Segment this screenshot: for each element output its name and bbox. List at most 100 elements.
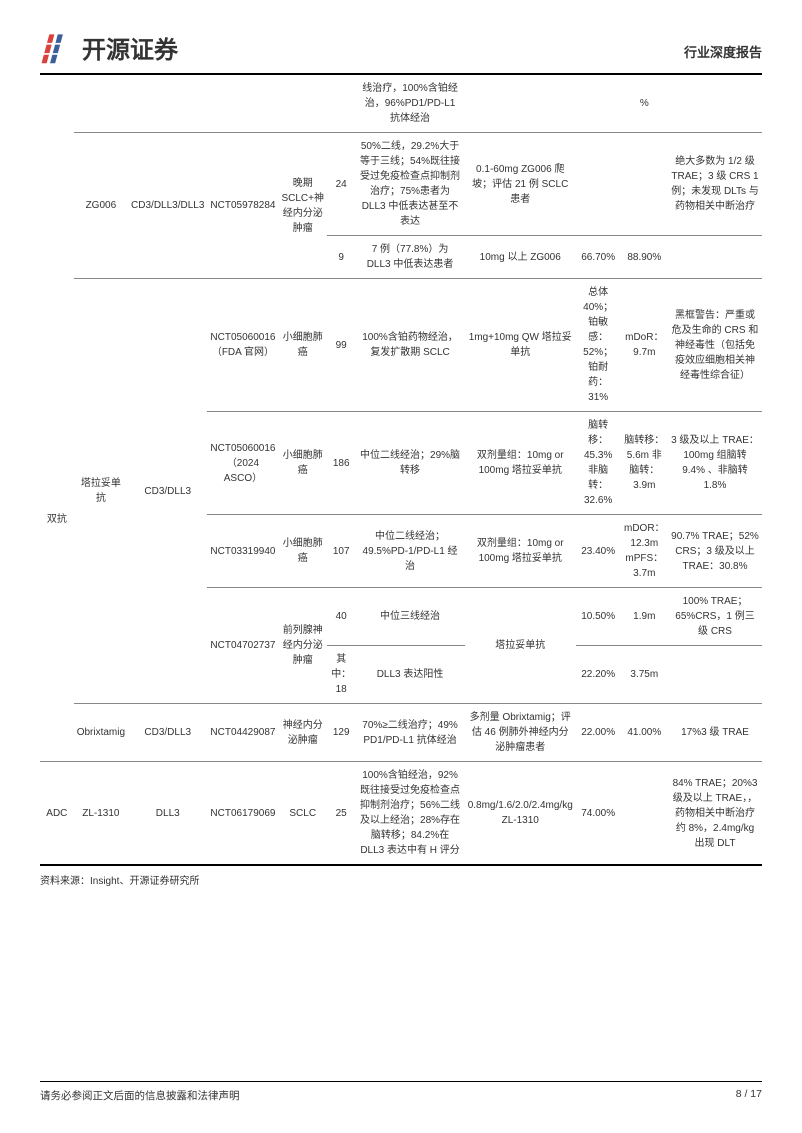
- cell-dcr: mDOR：12.3m mPFS：3.7m: [621, 515, 668, 588]
- cell-drug: 塔拉妥单抗: [74, 279, 128, 704]
- cell-safety: 90.7% TRAE；52% CRS；3 级及以上 TRAE：30.8%: [668, 515, 762, 588]
- cell-dose: 多剂量 Obrixtamig；评估 46 例肺外神经内分泌肿瘤患者: [465, 704, 576, 762]
- cell-orr: 总体 40%；铂敏感：52%；铂耐药：31%: [576, 279, 621, 412]
- cell-indication: [278, 75, 327, 133]
- cell-dcr: 41.00%: [621, 704, 668, 762]
- cell-orr: [576, 75, 621, 133]
- cell-category: ADC: [40, 762, 74, 866]
- cell-drug: ZG006: [74, 133, 128, 279]
- cell-nct: NCT05978284: [207, 133, 278, 279]
- cell-category: [40, 236, 74, 279]
- cell-indication: 小细胞肺癌: [278, 412, 327, 515]
- cell-safety: 84% TRAE；20%3 级及以上 TRAE，，药物相关中断治疗约 8%，2.…: [668, 762, 762, 866]
- source-citation: 资料来源：Insight、开源证券研究所: [40, 872, 762, 887]
- cell-dcr: mDoR：9.7m: [621, 279, 668, 412]
- cell-dcr: [621, 762, 668, 866]
- cell-dose: 10mg 以上 ZG006: [465, 236, 576, 279]
- cell-n: 24: [327, 133, 355, 236]
- cell-dose: 0.1-60mg ZG006 爬坡；评估 21 例 SCLC 患者: [465, 133, 576, 236]
- cell-prior: 70%≥二线治疗；49% PD1/PD-L1 抗体经治: [355, 704, 464, 762]
- cell-safety: 100% TRAE；65%CRS，1 例三级 CRS: [668, 588, 762, 646]
- cell-target: CD3/DLL3: [128, 704, 207, 762]
- cell-dose: [465, 75, 576, 133]
- cell-prior: 中位三线经治: [355, 588, 464, 646]
- footer-disclaimer: 请务必参阅正文后面的信息披露和法律声明: [40, 1088, 240, 1103]
- cell-orr: 74.00%: [576, 762, 621, 866]
- cell-orr: 10.50%: [576, 588, 621, 646]
- cell-nct: NCT05060016（FDA 官网）: [207, 279, 278, 412]
- cell-nct: NCT04702737: [207, 588, 278, 704]
- cell-safety: [668, 646, 762, 704]
- company-logo: 开源证券: [40, 30, 178, 65]
- table-row: 线治疗，100%含铂经治，96%PD1/PD-L1 抗体经治 %: [40, 75, 762, 133]
- cell-n: 40: [327, 588, 355, 646]
- cell-dcr: [621, 133, 668, 236]
- cell-dose: 塔拉妥单抗: [465, 588, 576, 704]
- cell-dcr: 88.90%: [621, 236, 668, 279]
- cell-dcr: 3.75m: [621, 646, 668, 704]
- cell-safety: 绝大多数为 1/2 级 TRAE；3 级 CRS 1 例；未发现 DLTs 与药…: [668, 133, 762, 236]
- cell-n: 107: [327, 515, 355, 588]
- cell-category: [40, 75, 74, 133]
- page-header: 开源证券 行业深度报告: [40, 30, 762, 65]
- cell-orr: 22.20%: [576, 646, 621, 704]
- cell-prior: 50%二线，29.2%大于等于三线；54%既往接受过免疫检查点抑制剂治疗；75%…: [355, 133, 464, 236]
- cell-orr: 22.00%: [576, 704, 621, 762]
- cell-prior: DLL3 表达阳性: [355, 646, 464, 704]
- cell-nct: NCT04429087: [207, 704, 278, 762]
- table-row: ZG006 CD3/DLL3/DLL3 NCT05978284 晚期 SCLC+…: [40, 133, 762, 236]
- table-row: ADC ZL-1310 DLL3 NCT06179069 SCLC 25 100…: [40, 762, 762, 866]
- cell-indication: 神经内分泌肿瘤: [278, 704, 327, 762]
- cell-nct: NCT05060016（2024 ASCO）: [207, 412, 278, 515]
- cell-drug: ZL-1310: [74, 762, 128, 866]
- cell-n: 129: [327, 704, 355, 762]
- cell-category: 双抗: [40, 279, 74, 762]
- cell-indication: 小细胞肺癌: [278, 279, 327, 412]
- cell-prior: 线治疗，100%含铂经治，96%PD1/PD-L1 抗体经治: [355, 75, 464, 133]
- cell-safety: 3 级及以上 TRAE：100mg 组脑转 9.4% 、非脑转 1.8%: [668, 412, 762, 515]
- cell-dose: 双剂量组：10mg or 100mg 塔拉妥单抗: [465, 515, 576, 588]
- cell-indication: SCLC: [278, 762, 327, 866]
- cell-orr: 66.70%: [576, 236, 621, 279]
- cell-dcr: 脑转移：5.6m 非脑转：3.9m: [621, 412, 668, 515]
- cell-n: [327, 75, 355, 133]
- cell-orr: [576, 133, 621, 236]
- cell-safety: [668, 236, 762, 279]
- cell-dose: 0.8mg/1.6/2.0/2.4mg/kg ZL-1310: [465, 762, 576, 866]
- cell-target: [128, 75, 207, 133]
- cell-nct: [207, 75, 278, 133]
- cell-safety: [668, 75, 762, 133]
- cell-dose: 双剂量组：10mg or 100mg 塔拉妥单抗: [465, 412, 576, 515]
- cell-orr: 23.40%: [576, 515, 621, 588]
- page-footer: 请务必参阅正文后面的信息披露和法律声明 8 / 17: [40, 1081, 762, 1103]
- cell-dcr: 1.9m: [621, 588, 668, 646]
- doc-type-label: 行业深度报告: [684, 42, 762, 65]
- cell-n: 9: [327, 236, 355, 279]
- cell-dose: 1mg+10mg QW 塔拉妥单抗: [465, 279, 576, 412]
- cell-category: [40, 133, 74, 236]
- cell-dcr: %: [621, 75, 668, 133]
- cell-nct: NCT06179069: [207, 762, 278, 866]
- company-name: 开源证券: [82, 30, 178, 65]
- cell-drug: [74, 75, 128, 133]
- cell-prior: 7 例（77.8%）为 DLL3 中低表达患者: [355, 236, 464, 279]
- cell-orr: 脑转移：45.3% 非脑转：32.6%: [576, 412, 621, 515]
- cell-drug: Obrixtamig: [74, 704, 128, 762]
- cell-target: DLL3: [128, 762, 207, 866]
- cell-n: 其中：18: [327, 646, 355, 704]
- cell-n: 186: [327, 412, 355, 515]
- cell-indication: 小细胞肺癌: [278, 515, 327, 588]
- table-row: 双抗 塔拉妥单抗 CD3/DLL3 NCT05060016（FDA 官网） 小细…: [40, 279, 762, 412]
- cell-prior: 中位二线经治；29%脑转移: [355, 412, 464, 515]
- cell-prior: 100%含铂经治，92%既往接受过免疫检查点抑制剂治疗；56%二线及以上经治；2…: [355, 762, 464, 866]
- cell-safety: 黑框警告：严重或危及生命的 CRS 和神经毒性（包括免疫效应细胞相关神经毒性综合…: [668, 279, 762, 412]
- cell-target: CD3/DLL3/DLL3: [128, 133, 207, 279]
- page-number: 8 / 17: [736, 1088, 762, 1103]
- table-row: Obrixtamig CD3/DLL3 NCT04429087 神经内分泌肿瘤 …: [40, 704, 762, 762]
- cell-n: 99: [327, 279, 355, 412]
- cell-safety: 17%3 级 TRAE: [668, 704, 762, 762]
- cell-indication: 前列腺神经内分泌肿瘤: [278, 588, 327, 704]
- cell-nct: NCT03319940: [207, 515, 278, 588]
- cell-n: 25: [327, 762, 355, 866]
- logo-icon: [40, 31, 74, 65]
